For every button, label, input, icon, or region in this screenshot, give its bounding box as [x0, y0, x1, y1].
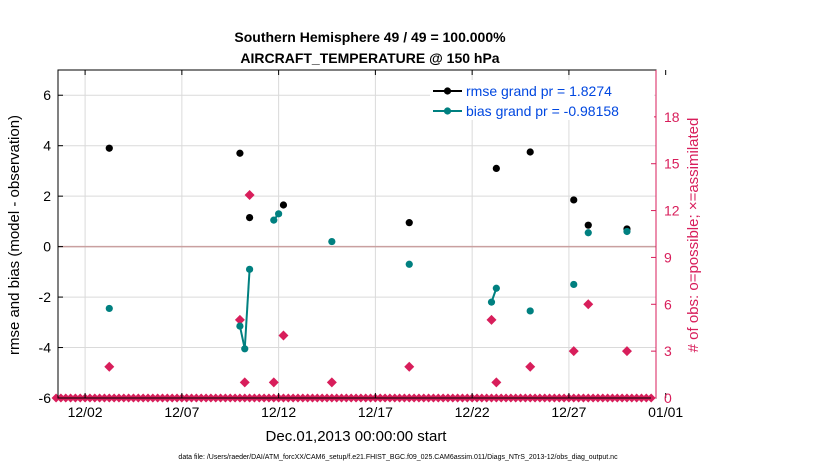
y-right-tick-label: 3 [664, 343, 672, 359]
legend: rmse grand pr = 1.8274 bias grand pr = -0… [430, 80, 654, 120]
bias-point [270, 216, 278, 224]
x-tick-label: 12/12 [261, 404, 296, 420]
rmse-point [570, 196, 578, 204]
obs-possible-marker [326, 377, 337, 388]
bias-line [238, 325, 246, 350]
x-tick-label: 12/17 [358, 404, 393, 420]
bias-point [236, 322, 244, 330]
rmse-point [236, 149, 244, 157]
obs-possible-marker [104, 361, 115, 372]
y-left-tick-label: 2 [43, 188, 51, 204]
x-tick-label: 12/22 [455, 404, 490, 420]
y-right-tick-label: 0 [664, 390, 672, 406]
y-right-tick-label: 6 [664, 296, 672, 312]
rmse-point [105, 144, 113, 152]
legend-swatch-marker [443, 107, 452, 115]
x-axis: 12/02 12/07 12/12 12/17 12/22 12/27 01/01 [68, 70, 683, 420]
y-right-tick-label: 15 [664, 156, 680, 172]
x-tick-label: 12/07 [164, 404, 199, 420]
bias-point [584, 229, 592, 237]
obs-possible-marker [234, 314, 245, 325]
y-right-tick-label: 18 [664, 109, 680, 125]
bias-point [492, 284, 500, 292]
bias-point [570, 280, 578, 289]
obs-possible-marker [404, 361, 415, 372]
rmse-point [279, 201, 288, 209]
x-tick-label: 01/01 [648, 404, 683, 420]
y-left-tick-label: 4 [43, 138, 51, 154]
obs-possible-marker [278, 330, 289, 341]
bias-point [105, 304, 113, 313]
x-axis-label: Dec.01,2013 00:00:00 start [266, 428, 448, 445]
bias-point [241, 345, 249, 353]
obs-possible-marker [486, 314, 497, 325]
bias-point [275, 210, 283, 218]
x-tick-label: 12/27 [551, 404, 586, 420]
obs-possible-marker [583, 299, 594, 310]
bias-point [245, 265, 254, 273]
rmse-point [245, 214, 254, 222]
data-file-note: data file: /Users/raeder/DAI/ATM_forcXX/… [178, 454, 618, 461]
rmse-point [584, 221, 592, 229]
series-layer [51, 144, 656, 403]
legend-box [430, 80, 654, 120]
obs-possible-marker [621, 346, 632, 357]
obs-possible-marker [239, 377, 250, 388]
y-axis-left-label: rmse and bias (model - observation) [6, 115, 23, 355]
y-left-tick-label: -6 [39, 390, 52, 406]
y-right-tick-label: 12 [664, 203, 680, 219]
y-axis-left: -6 -4 -2 0 2 4 6 [39, 87, 63, 406]
y-left-tick-label: -4 [39, 340, 52, 356]
obs-possible-marker [244, 189, 255, 200]
obs-possible-marker [525, 361, 536, 372]
bias-point [405, 260, 413, 268]
rmse-point [492, 164, 500, 172]
rmse-point [526, 148, 534, 156]
y-left-tick-label: 6 [43, 87, 51, 103]
obs-possible-marker [268, 377, 279, 388]
bias-point [328, 237, 336, 246]
legend-label: rmse grand pr = 1.8274 [466, 83, 612, 99]
rmse-point [405, 219, 413, 227]
legend-swatch-marker [443, 87, 452, 95]
chart-subtitle: AIRCRAFT_TEMPERATURE @ 150 hPa [240, 50, 499, 66]
y-right-tick-label: 9 [664, 249, 672, 265]
y-axis-right: 0 3 6 9 12 15 18 [651, 70, 680, 406]
bias-point [623, 227, 631, 236]
obs-possible-marker [568, 346, 579, 357]
bias-point [487, 298, 496, 306]
y-left-tick-label: -2 [39, 289, 52, 305]
y-left-tick-label: 0 [43, 239, 51, 255]
x-tick-label: 12/02 [68, 404, 103, 420]
legend-label: bias grand pr = -0.98158 [466, 103, 619, 119]
y-axis-right-label: # of obs: o=possible; ×=assimilated [685, 118, 702, 353]
obs-possible-marker [491, 377, 502, 388]
bias-line [243, 269, 251, 349]
bias-point [526, 307, 534, 315]
chart-title: Southern Hemisphere 49 / 49 = 100.000% [234, 29, 506, 45]
